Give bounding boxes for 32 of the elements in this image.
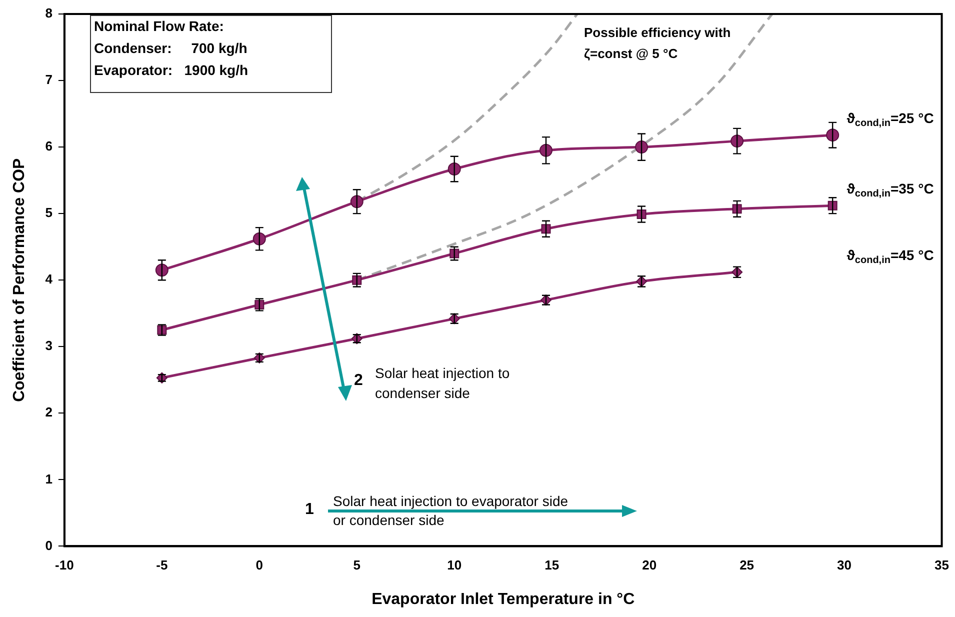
x-tick-label: 35 [934,558,950,573]
y-tick-label: 7 [45,72,52,88]
annotation: Condenser: 700 kg/h [94,40,248,57]
x-tick-label: 0 [256,558,264,573]
annotation: 2 [354,371,363,390]
x-tick-label: 15 [544,558,560,573]
y-tick-label: 6 [45,138,52,154]
annotation: or condenser side [333,512,444,529]
annotation: 1 [305,500,314,520]
x-tick-label: 5 [353,558,360,573]
y-tick-label: 3 [45,338,52,354]
annotation: Solar heat injection to evaporator side [333,493,568,510]
x-tick-label: 30 [837,558,852,573]
x-tick-label: 20 [642,558,657,573]
x-tick-label: 25 [740,558,754,573]
y-tick-label: 2 [45,404,52,420]
annotation: ζ=const @ 5 °C [584,46,678,62]
y-tick-label: 5 [45,205,52,220]
annotation: Solar heat injection to [375,365,510,382]
x-tick-label: -10 [55,558,74,573]
annotation: condenser side [375,385,470,402]
y-tick-label: 8 [45,6,52,21]
annotation: Possible efficiency with [584,25,731,41]
x-axis-title: Evaporator Inlet Temperature in °C [372,590,636,608]
y-tick-label: 0 [45,538,52,553]
x-tick-label: 10 [447,558,462,573]
annotation: Evaporator: 1900 kg/h [94,62,248,79]
annotation: Nominal Flow Rate: [94,18,224,35]
y-tick-label: 4 [45,272,54,287]
y-tick-label: 1 [45,471,52,486]
x-tick-label: -5 [156,558,168,573]
y-axis-title: Coefficient of Performance COP [11,158,28,402]
